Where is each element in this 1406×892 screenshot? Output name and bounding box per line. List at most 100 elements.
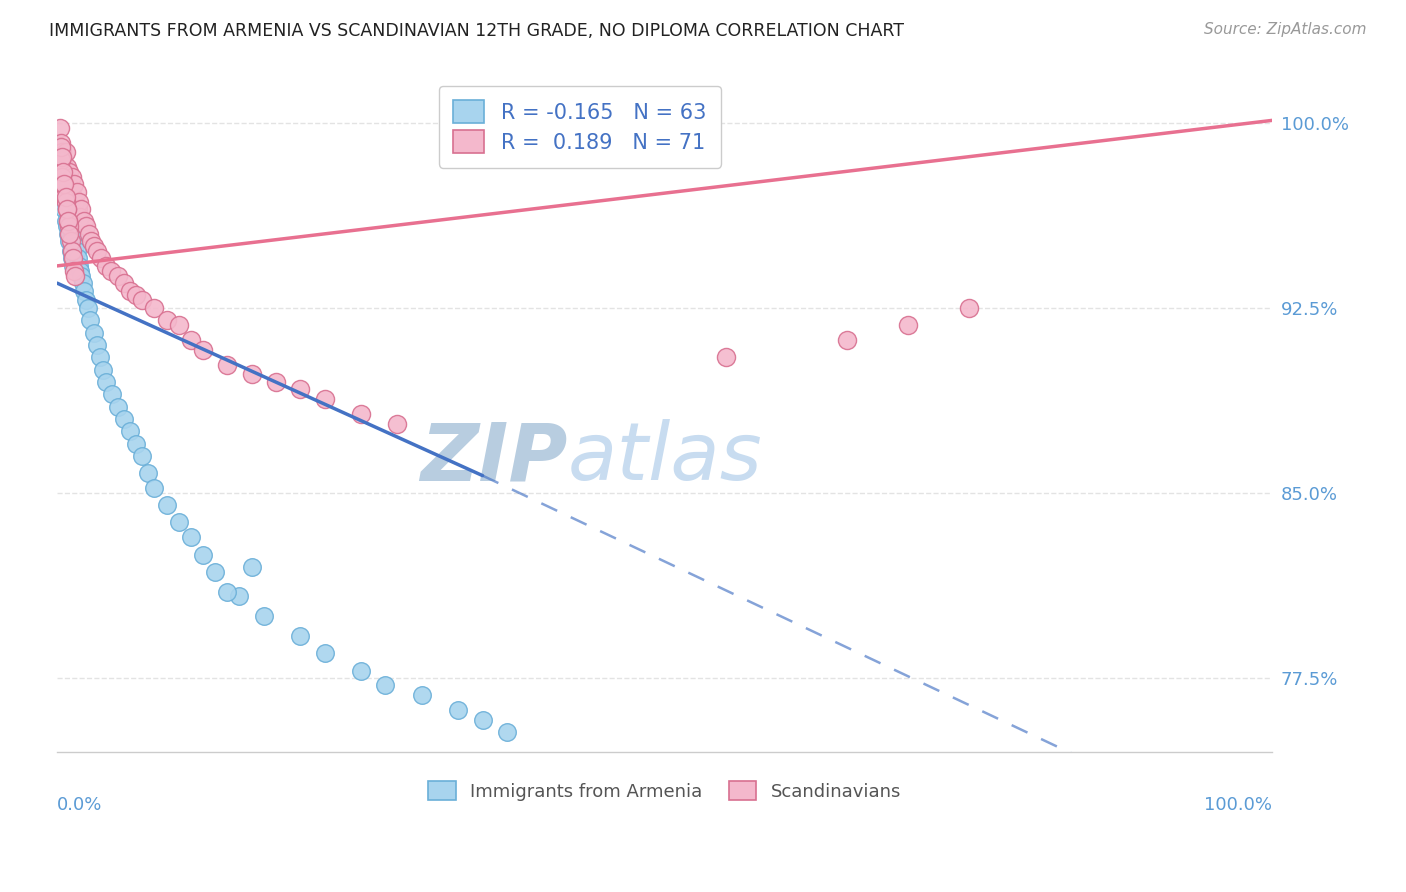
Point (53, 190, 76, 204)
Point (52, 160, 75, 174)
Point (191, 548, 214, 562)
Point (107, 400, 129, 414)
Point (52, 165, 75, 179)
Point (374, 678, 396, 692)
Point (60, 252, 83, 266)
Text: 0.0%: 0.0% (58, 797, 103, 814)
Point (240, 368, 263, 382)
Point (67, 194, 90, 209)
Point (55, 145, 77, 160)
Point (314, 392, 336, 406)
Point (204, 565, 226, 579)
Point (56, 227, 79, 241)
Point (59, 202, 82, 216)
Point (60, 170, 83, 185)
Point (65, 239, 87, 253)
Point (62, 259, 84, 273)
Point (125, 436, 148, 450)
Point (70, 268, 93, 283)
Point (228, 590, 250, 604)
Point (62, 219, 84, 234)
Point (75, 293, 97, 308)
Point (94, 375, 117, 389)
Point (51, 170, 73, 185)
Point (55, 194, 77, 209)
Point (387, 417, 409, 431)
Point (55, 214, 77, 228)
Point (125, 288, 148, 302)
Point (94, 259, 117, 273)
Point (73, 284, 96, 298)
Point (79, 313, 101, 327)
Point (290, 629, 312, 643)
Point (62, 190, 84, 204)
Point (93, 362, 115, 376)
Point (56, 202, 79, 216)
Point (253, 609, 276, 624)
Point (53, 160, 76, 174)
Point (86, 244, 108, 258)
Point (69, 264, 91, 278)
Point (49, 136, 72, 150)
Point (56, 178, 79, 192)
Point (837, 333, 859, 347)
Point (131, 449, 153, 463)
Point (66, 252, 89, 266)
Point (217, 584, 239, 599)
Point (80, 234, 103, 248)
Point (73, 214, 96, 228)
Point (411, 688, 433, 702)
Point (89, 350, 111, 364)
Point (58, 194, 80, 209)
Point (65, 244, 87, 258)
Point (143, 481, 166, 495)
Point (65, 268, 87, 283)
Point (107, 268, 129, 283)
Point (51, 145, 73, 160)
Point (155, 498, 177, 512)
Point (90, 252, 112, 266)
Point (49, 178, 72, 192)
Point (100, 264, 122, 278)
Point (75, 219, 97, 234)
Point (58, 227, 80, 241)
Point (86, 338, 108, 352)
Point (63, 227, 86, 241)
Point (120, 284, 142, 298)
Point (56, 214, 79, 228)
Point (56, 214, 79, 228)
Point (180, 333, 202, 347)
Point (69, 210, 91, 224)
Point (60, 244, 83, 258)
Point (62, 252, 84, 266)
Point (52, 178, 75, 192)
Point (180, 530, 202, 544)
Point (143, 301, 166, 315)
Point (314, 646, 336, 660)
Point (101, 387, 124, 401)
Point (56, 219, 79, 234)
Point (58, 219, 80, 234)
Point (495, 725, 517, 739)
Point (217, 358, 239, 372)
Point (58, 234, 80, 248)
Text: IMMIGRANTS FROM ARMENIA VS SCANDINAVIAN 12TH GRADE, NO DIPLOMA CORRELATION CHART: IMMIGRANTS FROM ARMENIA VS SCANDINAVIAN … (49, 22, 904, 40)
Point (120, 424, 142, 438)
Point (66, 202, 89, 216)
Point (60, 214, 83, 228)
Point (56, 202, 79, 216)
Point (240, 560, 263, 574)
Text: atlas: atlas (568, 419, 762, 497)
Point (58, 165, 80, 179)
Point (714, 350, 737, 364)
Point (76, 301, 98, 315)
Point (897, 318, 920, 332)
Point (290, 382, 312, 396)
Point (350, 664, 373, 678)
Point (49, 140, 72, 154)
Point (447, 703, 470, 717)
Legend: Immigrants from Armenia, Scandinavians: Immigrants from Armenia, Scandinavians (422, 773, 908, 808)
Point (49, 153, 72, 167)
Point (112, 276, 135, 290)
Point (167, 318, 190, 332)
